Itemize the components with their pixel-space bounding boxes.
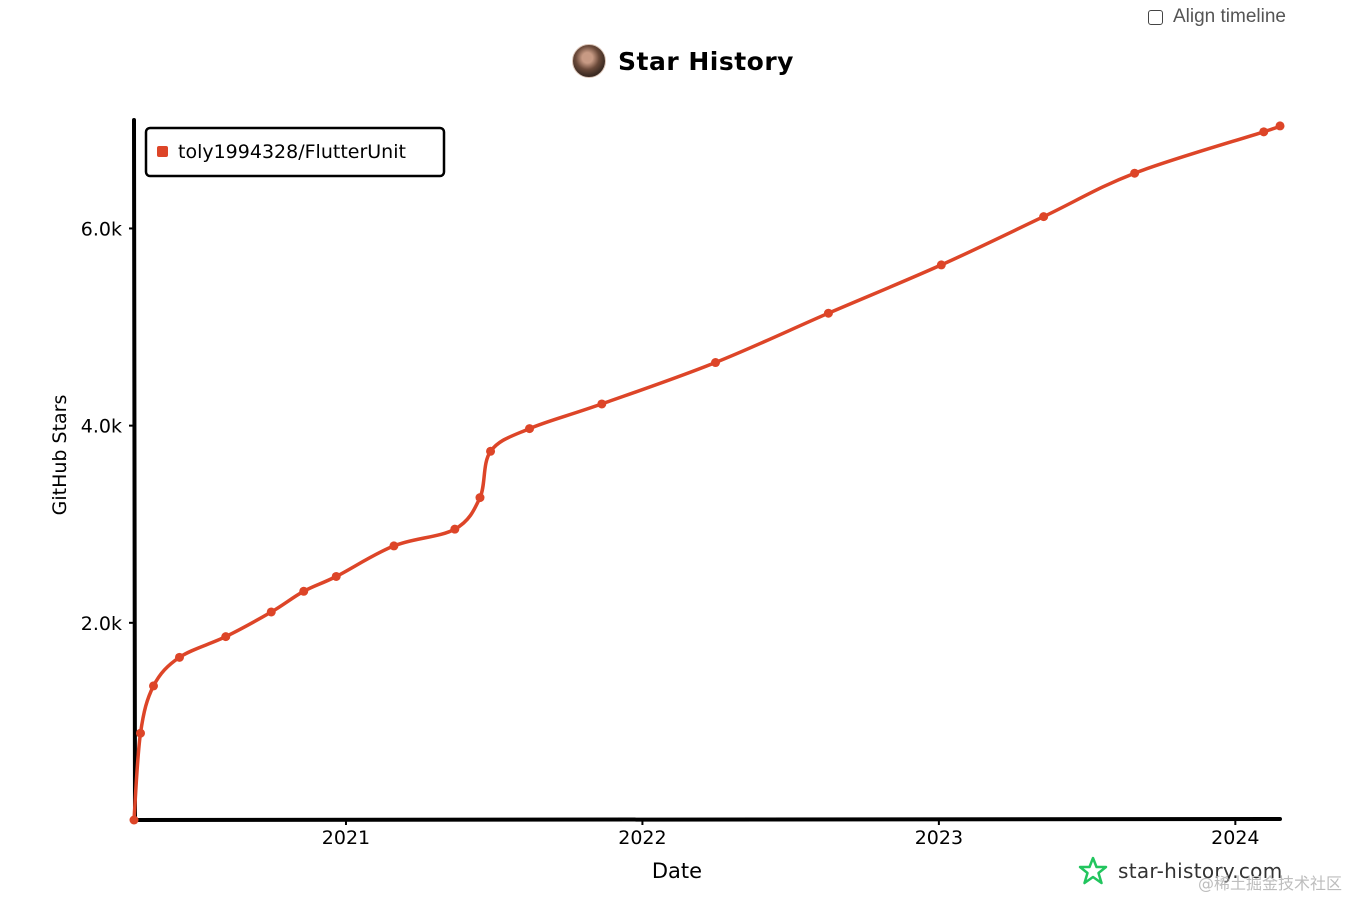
brand-text: star-history.com [1118,859,1283,883]
x-tick-label: 2021 [322,827,370,849]
data-point[interactable] [135,728,145,738]
chart-legend: toly1994328/FlutterUnit [144,126,446,178]
star-outline-icon [1078,856,1108,885]
legend-swatch [157,146,168,157]
legend-label: toly1994328/FlutterUnit [178,141,406,163]
data-point[interactable] [450,524,460,534]
x-axis-line [132,817,1282,822]
y-tick-label: 4.0k [81,416,122,438]
x-tick-label: 2022 [618,827,666,849]
axis-ticks: 2021 2022 2023 2024 2.0k 4.0k 6.0k [81,218,1260,849]
data-point[interactable] [936,260,946,270]
data-point[interactable] [711,358,721,368]
chart-title: Star History [618,46,794,76]
data-point[interactable] [221,632,231,642]
repo-owner-avatar [572,44,606,78]
chart-axes [132,118,1282,824]
x-tick-label: 2024 [1211,827,1259,849]
x-axis-label: Date [652,859,702,883]
series-line [132,124,1282,822]
legend-box [144,126,446,178]
data-point[interactable] [1039,212,1049,222]
data-point[interactable] [823,308,833,318]
data-point[interactable] [174,652,184,662]
data-point[interactable] [1259,127,1269,137]
data-point[interactable] [129,815,139,825]
chart-header: Star History [0,44,1366,78]
data-point[interactable] [389,541,399,551]
data-point[interactable] [331,571,341,581]
data-point[interactable] [1275,121,1285,131]
x-tick-label: 2023 [915,827,963,849]
watermark-text: @稀土掘金技术社区 [1198,874,1343,893]
y-tick-label: 2.0k [81,613,122,635]
data-point[interactable] [1130,168,1140,178]
y-axis-label: GitHub Stars [49,395,71,516]
y-tick-label: 6.0k [81,218,122,240]
chart-series [129,121,1285,825]
star-history-brand[interactable]: star-history.com [1078,856,1283,886]
data-point[interactable] [525,424,535,434]
align-timeline-checkbox[interactable] [1148,9,1163,25]
data-point[interactable] [597,399,607,409]
y-axis-line [132,118,137,824]
align-timeline-label: Align timeline [1173,6,1286,27]
data-point[interactable] [475,493,485,503]
data-point[interactable] [486,446,496,456]
axis-labels: Date GitHub Stars [49,395,702,883]
align-timeline-toggle[interactable]: Align timeline [1148,6,1286,28]
data-point[interactable] [299,586,309,596]
data-point[interactable] [148,681,158,691]
data-point[interactable] [266,607,276,617]
